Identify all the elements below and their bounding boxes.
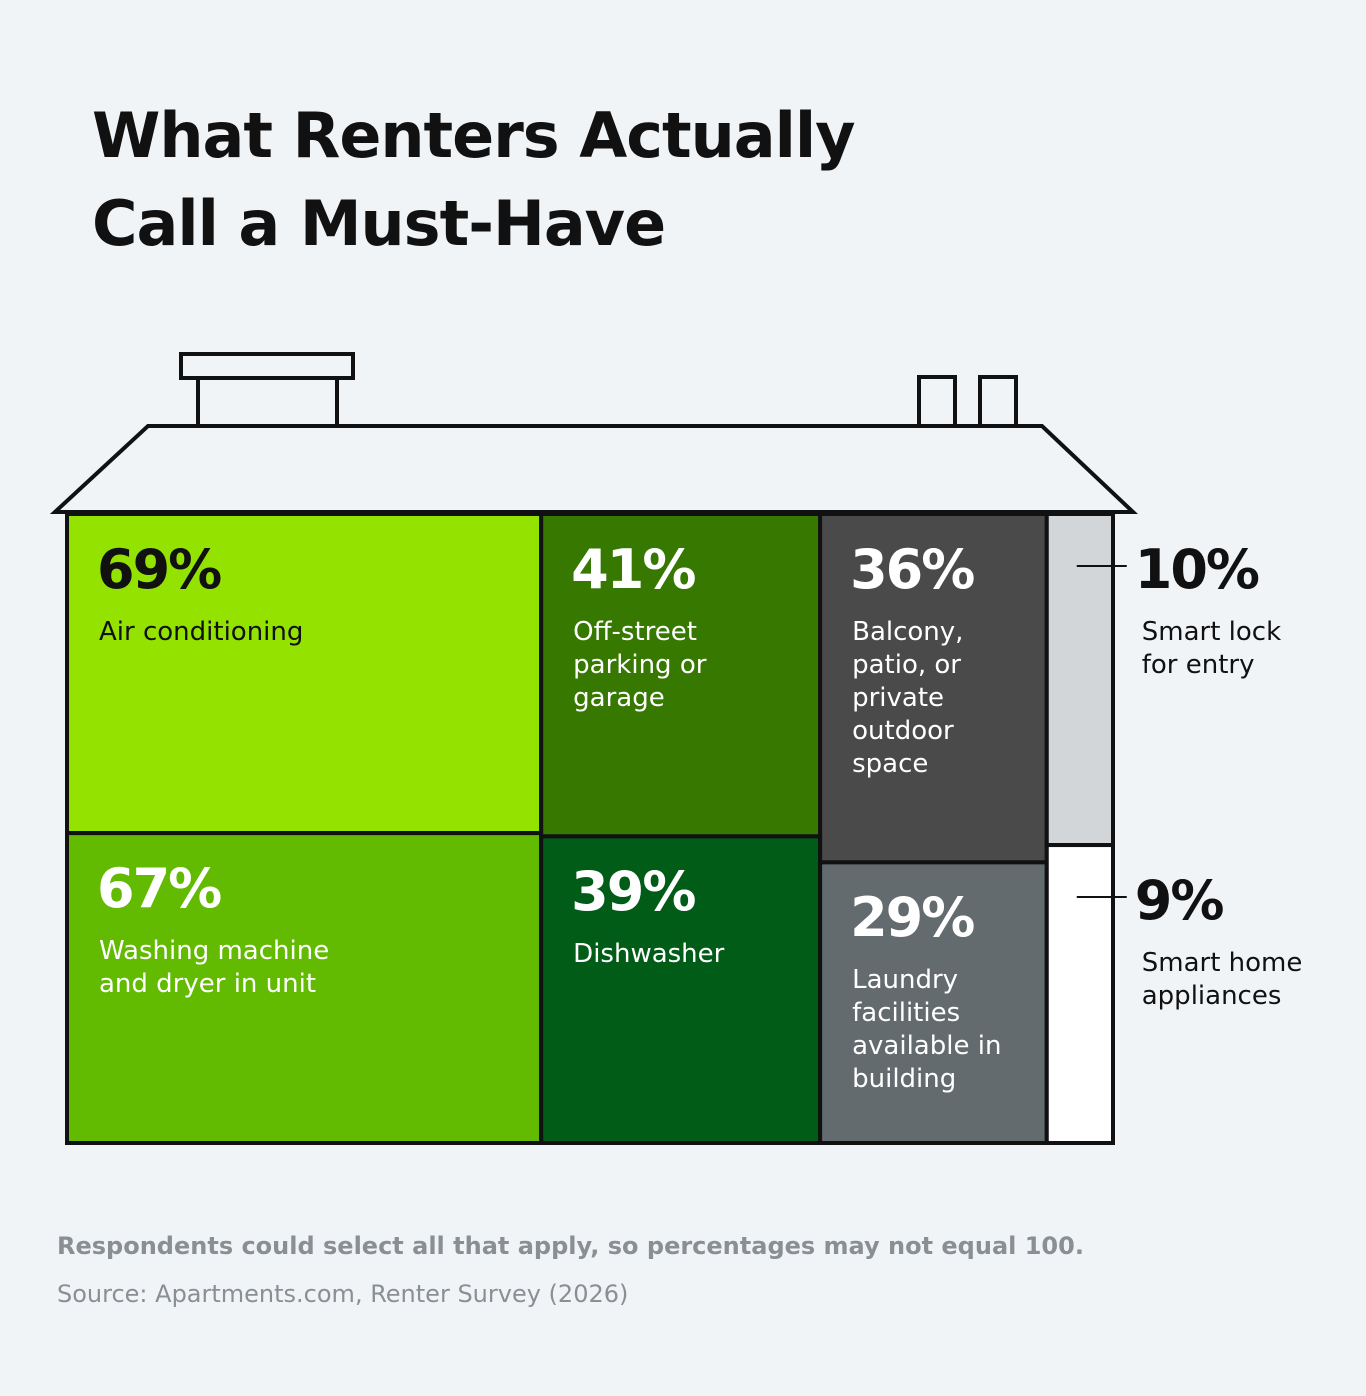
value-label: 29% (850, 886, 975, 950)
category-label: Balcony, patio, or private outdoor space (852, 617, 964, 779)
value-label: 67% (97, 857, 222, 921)
value-label: 41% (571, 538, 696, 601)
value-label: 9% (1134, 869, 1225, 933)
house-roof (49, 352, 1139, 514)
category-label: Washing machine and dryer in unit (99, 936, 330, 1000)
cell (818, 860, 1049, 1145)
category-label: Air conditioning (99, 617, 304, 647)
value-label: 39% (571, 860, 696, 924)
category-label: Laundry facilities available in building (852, 965, 1002, 1095)
cell (539, 512, 823, 839)
value-label: 69% (97, 538, 222, 601)
cell (65, 512, 544, 836)
cell (1044, 512, 1115, 848)
value-label: 36% (850, 538, 975, 601)
source: Source: Apartments.com, Renter Survey (2… (57, 1280, 629, 1308)
category-label: Dishwasher (573, 939, 725, 970)
chart-title: What Renters Actually Call a Must-Have (92, 99, 856, 260)
cell (1044, 843, 1115, 1145)
cell (539, 834, 823, 1145)
footnote: Respondents could select all that apply,… (57, 1232, 1084, 1260)
value-label: 10% (1134, 538, 1260, 601)
cell (65, 831, 544, 1145)
category-label: Off-street parking or garage (573, 617, 707, 713)
category-label: Smart lock for entry (1141, 617, 1282, 680)
category-label: Smart home appliances (1141, 948, 1303, 1012)
